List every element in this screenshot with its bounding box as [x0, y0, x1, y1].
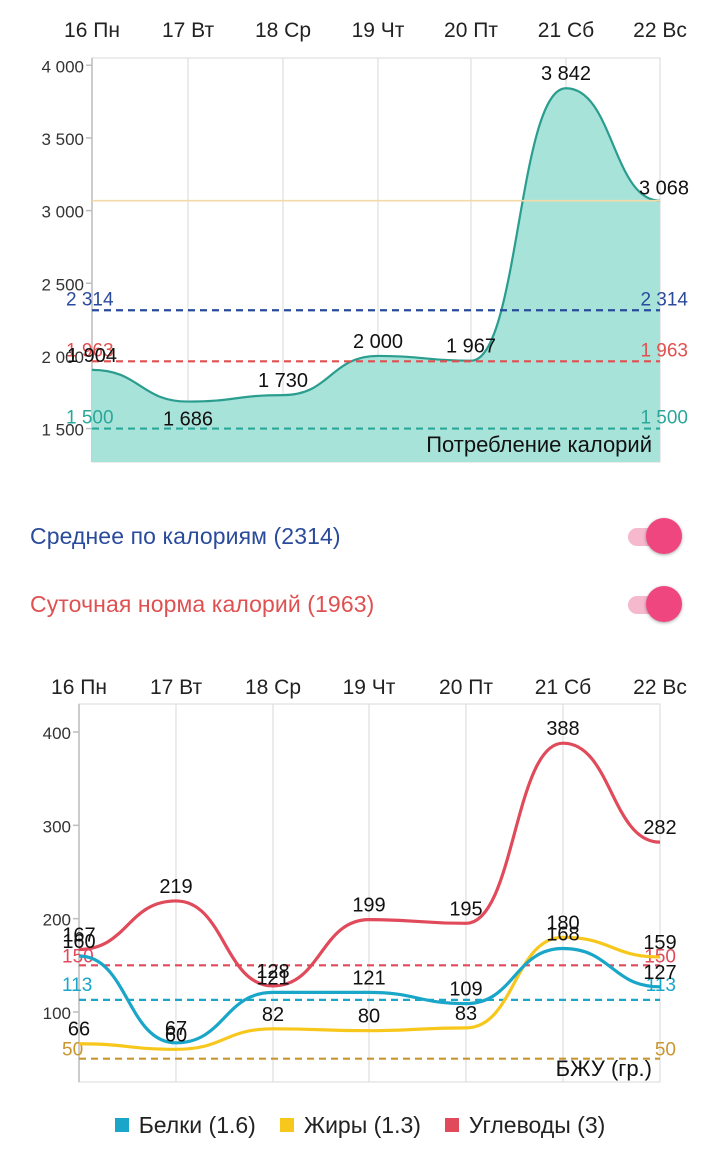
protein-data-label: 121	[352, 967, 385, 989]
carbs-line	[78, 741, 661, 988]
protein-line	[78, 946, 661, 1045]
protein-data-label: 127	[643, 962, 676, 984]
x-category-label: 18 Ср	[255, 19, 311, 42]
calories-data-label: 2 000	[353, 331, 403, 353]
reference-label-right: 2 314	[640, 289, 688, 310]
calories-area	[92, 88, 660, 462]
calories-data-label: 1 904	[67, 345, 117, 367]
protein-data-label: 168	[546, 924, 579, 946]
toggle-thumb[interactable]	[646, 586, 682, 622]
fat-swatch-icon	[279, 1118, 294, 1132]
carbs-data-label: 128	[256, 961, 289, 983]
x-category-label: 21 Сб	[538, 19, 594, 42]
reference-label-left: 113	[62, 975, 92, 996]
carbs-data-label: 199	[352, 895, 385, 917]
x-category-label: 16 Пн	[64, 19, 120, 42]
reference-label-right: 50	[655, 1040, 676, 1061]
calories-data-label: 3 068	[639, 178, 689, 200]
carbs-data-label: 388	[546, 718, 579, 740]
protein-data-label: 121	[256, 967, 289, 989]
legend-item-protein: Белки (1.6)	[114, 1111, 256, 1139]
x-category-label: 17 Вт	[162, 19, 215, 42]
macros-legend: Белки (1.6) Жиры (1.3) Углеводы (3)	[0, 1100, 720, 1150]
reference-label-left: 1 963	[66, 340, 114, 361]
carbs-data-label: 167	[62, 924, 95, 946]
legend-label-protein: Белки (1.6)	[138, 1111, 256, 1138]
calories-data-label: 1 967	[446, 336, 496, 358]
x-category-label: 19 Чт	[343, 676, 396, 699]
carbs-data-label: 219	[159, 876, 192, 898]
legend-item-fat: Жиры (1.3)	[279, 1111, 421, 1139]
carbs-data-label: 195	[449, 898, 482, 920]
x-category-label: 22 Вс	[633, 676, 687, 699]
reference-label-left: 1 500	[66, 408, 114, 429]
x-category-label: 16 Пн	[51, 676, 107, 699]
reference-label-left: 2 314	[66, 289, 114, 310]
toggle-thumb[interactable]	[646, 518, 682, 554]
reference-label-left: 50	[62, 1040, 83, 1061]
x-category-label: 20 Пт	[444, 19, 498, 42]
norm-toggle-switch[interactable]	[624, 584, 684, 624]
calories-line	[91, 87, 661, 403]
average-toggle-label: Среднее по калориям (2314)	[30, 522, 341, 549]
fat-data-label: 60	[165, 1024, 187, 1046]
norm-toggle-label: Суточная норма калорий (1963)	[30, 590, 375, 617]
y-tick-label: 2 500	[41, 275, 84, 294]
norm-toggle-row[interactable]: Суточная норма калорий (1963)	[0, 574, 720, 634]
x-category-label: 22 Вс	[633, 19, 687, 42]
fat-data-label: 66	[68, 1019, 90, 1041]
chart-annotation: БЖУ (гр.)	[556, 1056, 652, 1081]
macros-chart: 100 200 300 400 16 Пн 17 Вт 18 Ср 19 Чт 20 Пт 21 …	[43, 676, 687, 1083]
fat-data-label: 180	[546, 912, 579, 934]
calories-data-label: 1 686	[163, 409, 213, 431]
average-toggle-switch[interactable]	[624, 516, 684, 556]
x-category-label: 17 Вт	[150, 676, 203, 699]
legend-label-fat: Жиры (1.3)	[303, 1111, 421, 1138]
fat-line	[78, 935, 661, 1051]
protein-data-label: 67	[165, 1018, 187, 1040]
reference-label-right: 150	[644, 946, 676, 967]
x-category-label: 19 Чт	[352, 19, 405, 42]
calories-chart: 1 500 2 000 2 500 3 000 3 500 4 000 16 Пн 17 Вт…	[41, 19, 689, 463]
carbs-data-label: 282	[643, 817, 676, 839]
y-tick-label: 1 500	[41, 421, 84, 440]
y-tick-label: 4 000	[41, 57, 84, 76]
protein-swatch-icon	[114, 1118, 129, 1132]
reference-label-right: 1 963	[640, 340, 688, 361]
fat-data-label: 80	[358, 1006, 380, 1028]
protein-data-label: 160	[62, 931, 95, 953]
reference-label-left: 150	[62, 946, 94, 967]
y-tick-label: 100	[43, 1004, 71, 1023]
y-tick-label: 3 500	[41, 130, 84, 149]
fat-data-label: 159	[643, 932, 676, 954]
average-toggle-row[interactable]: Среднее по калориям (2314)	[0, 506, 720, 566]
legend-label-carbs: Углеводы (3)	[468, 1111, 606, 1138]
x-category-label: 18 Ср	[245, 676, 301, 699]
reference-label-right: 113	[646, 975, 676, 996]
y-tick-label: 300	[43, 817, 71, 836]
y-tick-label: 200	[43, 911, 71, 930]
y-tick-label: 400	[43, 724, 71, 743]
legend-item-carbs: Углеводы (3)	[444, 1111, 606, 1139]
y-tick-label: 2 000	[41, 348, 84, 367]
x-category-label: 21 Сб	[535, 676, 591, 699]
fat-data-label: 83	[455, 1003, 477, 1025]
carbs-swatch-icon	[444, 1118, 459, 1132]
calories-data-label: 1 730	[258, 370, 308, 392]
chart-annotation: Потребление калорий	[426, 432, 652, 457]
reference-label-right: 1 500	[640, 408, 688, 429]
fat-data-label: 82	[262, 1004, 284, 1026]
y-tick-label: 3 000	[41, 203, 84, 222]
calories-data-label: 3 842	[541, 63, 591, 85]
protein-data-label: 109	[449, 979, 482, 1001]
x-category-label: 20 Пт	[439, 676, 493, 699]
